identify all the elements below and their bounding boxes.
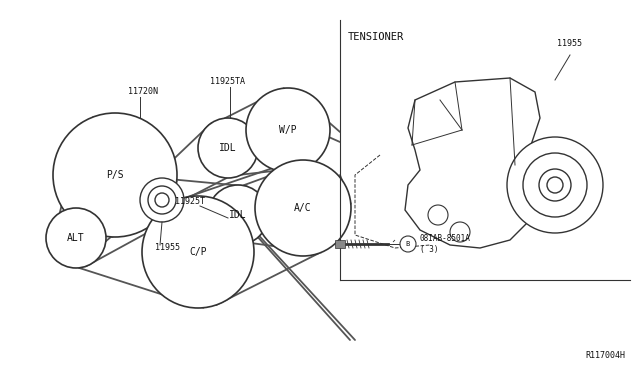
Circle shape bbox=[428, 205, 448, 225]
FancyBboxPatch shape bbox=[335, 240, 345, 248]
Circle shape bbox=[155, 193, 169, 207]
Text: TENSIONER: TENSIONER bbox=[348, 32, 404, 42]
Text: 11955: 11955 bbox=[155, 244, 180, 253]
Circle shape bbox=[53, 113, 177, 237]
Circle shape bbox=[208, 185, 268, 245]
Text: 11955: 11955 bbox=[557, 39, 582, 48]
Text: B: B bbox=[406, 241, 410, 247]
Circle shape bbox=[46, 208, 106, 268]
Circle shape bbox=[539, 169, 571, 201]
Text: IDL: IDL bbox=[229, 210, 247, 220]
Circle shape bbox=[142, 196, 254, 308]
Circle shape bbox=[246, 88, 330, 172]
Circle shape bbox=[148, 186, 176, 214]
Circle shape bbox=[140, 178, 184, 222]
Text: 08IAB-8501A
( 3): 08IAB-8501A ( 3) bbox=[420, 234, 471, 254]
Text: 11720N: 11720N bbox=[128, 87, 158, 96]
Circle shape bbox=[255, 160, 351, 256]
Text: A/C: A/C bbox=[294, 203, 312, 213]
Circle shape bbox=[450, 222, 470, 242]
Text: W/P: W/P bbox=[279, 125, 297, 135]
Circle shape bbox=[507, 137, 603, 233]
Circle shape bbox=[400, 236, 416, 252]
Text: 11925T: 11925T bbox=[175, 198, 205, 206]
Text: R117004H: R117004H bbox=[585, 351, 625, 360]
Text: ALT: ALT bbox=[67, 233, 85, 243]
Text: IDL: IDL bbox=[219, 143, 237, 153]
Circle shape bbox=[198, 118, 258, 178]
Text: C/P: C/P bbox=[189, 247, 207, 257]
Circle shape bbox=[547, 177, 563, 193]
Circle shape bbox=[523, 153, 587, 217]
Text: P/S: P/S bbox=[106, 170, 124, 180]
Text: 11925TA: 11925TA bbox=[210, 77, 245, 87]
